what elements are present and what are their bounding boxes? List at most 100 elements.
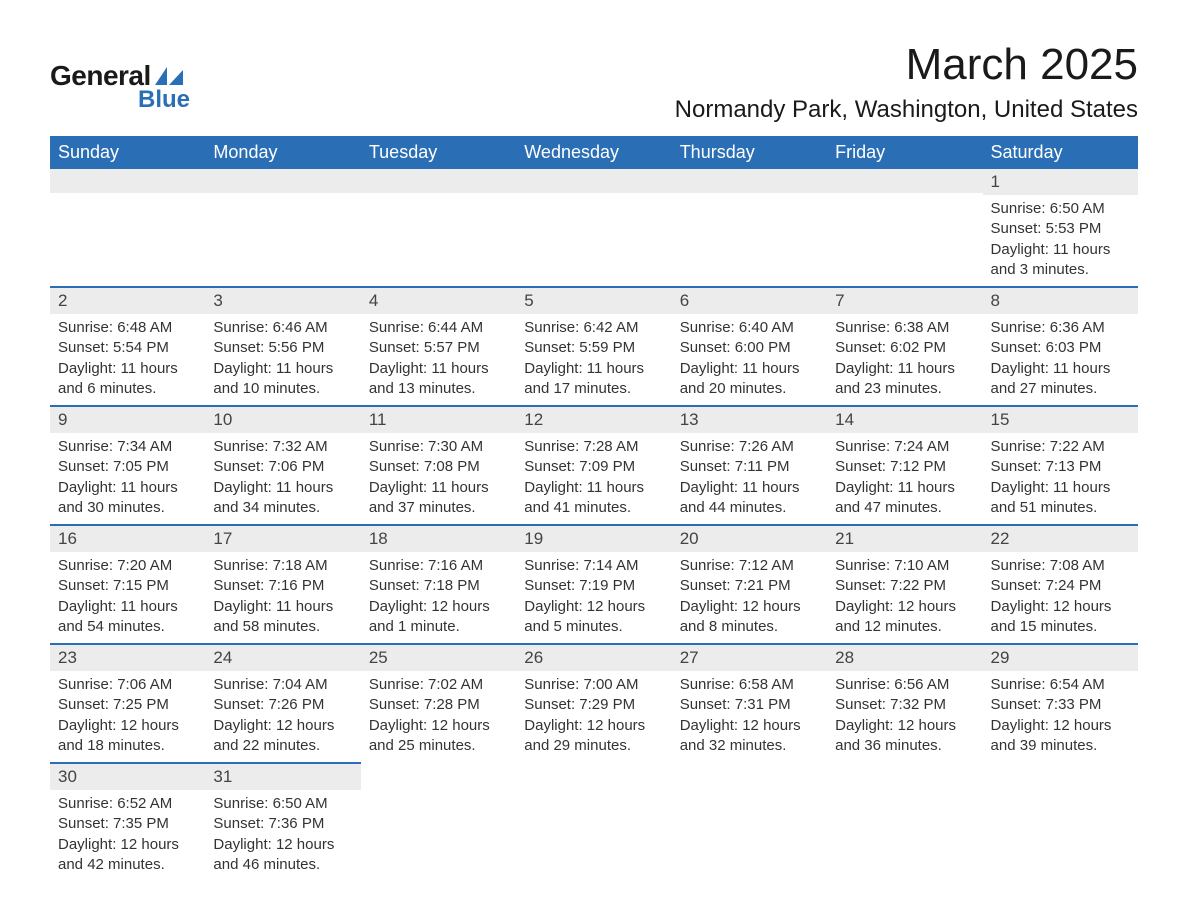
calendar-cell <box>672 763 827 881</box>
day-number: 1 <box>983 169 1138 195</box>
day-number: 6 <box>672 288 827 314</box>
day-details: Sunrise: 7:10 AMSunset: 7:22 PMDaylight:… <box>827 552 982 643</box>
day-details: Sunrise: 7:12 AMSunset: 7:21 PMDaylight:… <box>672 552 827 643</box>
day-details: Sunrise: 7:06 AMSunset: 7:25 PMDaylight:… <box>50 671 205 762</box>
day-number <box>672 169 827 193</box>
day-number: 27 <box>672 645 827 671</box>
day-number: 8 <box>983 288 1138 314</box>
sunset-line: Sunset: 5:57 PM <box>369 338 508 358</box>
daylight-line: Daylight: 12 hours and 42 minutes. <box>58 835 197 876</box>
calendar-cell <box>516 763 671 881</box>
day-details: Sunrise: 6:48 AMSunset: 5:54 PMDaylight:… <box>50 314 205 405</box>
day-details: Sunrise: 6:42 AMSunset: 5:59 PMDaylight:… <box>516 314 671 405</box>
sunset-line: Sunset: 7:09 PM <box>524 457 663 477</box>
calendar-cell: 16Sunrise: 7:20 AMSunset: 7:15 PMDayligh… <box>50 525 205 644</box>
day-number: 9 <box>50 407 205 433</box>
calendar-cell <box>827 169 982 287</box>
sunset-line: Sunset: 7:11 PM <box>680 457 819 477</box>
sunset-line: Sunset: 7:25 PM <box>58 695 197 715</box>
day-details: Sunrise: 6:40 AMSunset: 6:00 PMDaylight:… <box>672 314 827 405</box>
calendar-week-row: 2Sunrise: 6:48 AMSunset: 5:54 PMDaylight… <box>50 287 1138 406</box>
day-number: 15 <box>983 407 1138 433</box>
day-number: 7 <box>827 288 982 314</box>
col-wednesday: Wednesday <box>516 136 671 169</box>
day-number: 21 <box>827 526 982 552</box>
daylight-line: Daylight: 11 hours and 37 minutes. <box>369 478 508 519</box>
calendar-cell: 17Sunrise: 7:18 AMSunset: 7:16 PMDayligh… <box>205 525 360 644</box>
calendar-cell: 27Sunrise: 6:58 AMSunset: 7:31 PMDayligh… <box>672 644 827 763</box>
calendar-cell: 19Sunrise: 7:14 AMSunset: 7:19 PMDayligh… <box>516 525 671 644</box>
sunset-line: Sunset: 7:24 PM <box>991 576 1130 596</box>
day-details: Sunrise: 6:50 AMSunset: 5:53 PMDaylight:… <box>983 195 1138 286</box>
day-details: Sunrise: 6:44 AMSunset: 5:57 PMDaylight:… <box>361 314 516 405</box>
sunrise-line: Sunrise: 7:06 AM <box>58 675 197 695</box>
daylight-line: Daylight: 12 hours and 39 minutes. <box>991 716 1130 757</box>
calendar-cell: 28Sunrise: 6:56 AMSunset: 7:32 PMDayligh… <box>827 644 982 763</box>
sunrise-line: Sunrise: 6:58 AM <box>680 675 819 695</box>
daylight-line: Daylight: 11 hours and 23 minutes. <box>835 359 974 400</box>
calendar-cell: 4Sunrise: 6:44 AMSunset: 5:57 PMDaylight… <box>361 287 516 406</box>
sunset-line: Sunset: 7:13 PM <box>991 457 1130 477</box>
title-block: March 2025 Normandy Park, Washington, Un… <box>675 40 1138 124</box>
day-details: Sunrise: 7:14 AMSunset: 7:19 PMDaylight:… <box>516 552 671 643</box>
day-number: 2 <box>50 288 205 314</box>
calendar-cell <box>205 169 360 287</box>
col-sunday: Sunday <box>50 136 205 169</box>
day-details <box>516 193 671 253</box>
day-number <box>827 169 982 193</box>
day-details: Sunrise: 6:56 AMSunset: 7:32 PMDaylight:… <box>827 671 982 762</box>
sunrise-line: Sunrise: 6:48 AM <box>58 318 197 338</box>
day-number: 19 <box>516 526 671 552</box>
daylight-line: Daylight: 12 hours and 1 minute. <box>369 597 508 638</box>
day-details <box>50 193 205 253</box>
sunset-line: Sunset: 6:03 PM <box>991 338 1130 358</box>
logo-sail-icon <box>155 67 183 85</box>
sunrise-line: Sunrise: 6:46 AM <box>213 318 352 338</box>
day-number <box>205 169 360 193</box>
calendar-cell: 26Sunrise: 7:00 AMSunset: 7:29 PMDayligh… <box>516 644 671 763</box>
day-number: 4 <box>361 288 516 314</box>
sunset-line: Sunset: 7:26 PM <box>213 695 352 715</box>
day-details: Sunrise: 7:18 AMSunset: 7:16 PMDaylight:… <box>205 552 360 643</box>
calendar-cell: 3Sunrise: 6:46 AMSunset: 5:56 PMDaylight… <box>205 287 360 406</box>
calendar-cell <box>672 169 827 287</box>
calendar-cell: 14Sunrise: 7:24 AMSunset: 7:12 PMDayligh… <box>827 406 982 525</box>
calendar-cell: 2Sunrise: 6:48 AMSunset: 5:54 PMDaylight… <box>50 287 205 406</box>
sunrise-line: Sunrise: 6:56 AM <box>835 675 974 695</box>
day-number: 3 <box>205 288 360 314</box>
calendar-week-row: 9Sunrise: 7:34 AMSunset: 7:05 PMDaylight… <box>50 406 1138 525</box>
sunrise-line: Sunrise: 7:12 AM <box>680 556 819 576</box>
sunrise-line: Sunrise: 7:26 AM <box>680 437 819 457</box>
sunset-line: Sunset: 7:16 PM <box>213 576 352 596</box>
location-subtitle: Normandy Park, Washington, United States <box>675 96 1138 124</box>
day-details: Sunrise: 7:02 AMSunset: 7:28 PMDaylight:… <box>361 671 516 762</box>
logo-word-blue: Blue <box>138 86 190 114</box>
sunset-line: Sunset: 7:15 PM <box>58 576 197 596</box>
day-number: 14 <box>827 407 982 433</box>
day-number: 17 <box>205 526 360 552</box>
calendar-cell <box>983 763 1138 881</box>
calendar-cell: 20Sunrise: 7:12 AMSunset: 7:21 PMDayligh… <box>672 525 827 644</box>
sunset-line: Sunset: 7:12 PM <box>835 457 974 477</box>
calendar-cell: 23Sunrise: 7:06 AMSunset: 7:25 PMDayligh… <box>50 644 205 763</box>
sunset-line: Sunset: 5:54 PM <box>58 338 197 358</box>
sunset-line: Sunset: 7:35 PM <box>58 814 197 834</box>
calendar-week-row: 23Sunrise: 7:06 AMSunset: 7:25 PMDayligh… <box>50 644 1138 763</box>
sunset-line: Sunset: 7:29 PM <box>524 695 663 715</box>
sunset-line: Sunset: 7:06 PM <box>213 457 352 477</box>
col-monday: Monday <box>205 136 360 169</box>
sunrise-line: Sunrise: 6:44 AM <box>369 318 508 338</box>
calendar-cell <box>50 169 205 287</box>
day-number: 25 <box>361 645 516 671</box>
day-number: 31 <box>205 764 360 790</box>
sunset-line: Sunset: 7:32 PM <box>835 695 974 715</box>
calendar-cell: 30Sunrise: 6:52 AMSunset: 7:35 PMDayligh… <box>50 763 205 881</box>
sunrise-line: Sunrise: 7:20 AM <box>58 556 197 576</box>
daylight-line: Daylight: 11 hours and 34 minutes. <box>213 478 352 519</box>
sunrise-line: Sunrise: 7:22 AM <box>991 437 1130 457</box>
daylight-line: Daylight: 11 hours and 6 minutes. <box>58 359 197 400</box>
sunset-line: Sunset: 7:31 PM <box>680 695 819 715</box>
col-friday: Friday <box>827 136 982 169</box>
sunrise-line: Sunrise: 7:04 AM <box>213 675 352 695</box>
col-saturday: Saturday <box>983 136 1138 169</box>
